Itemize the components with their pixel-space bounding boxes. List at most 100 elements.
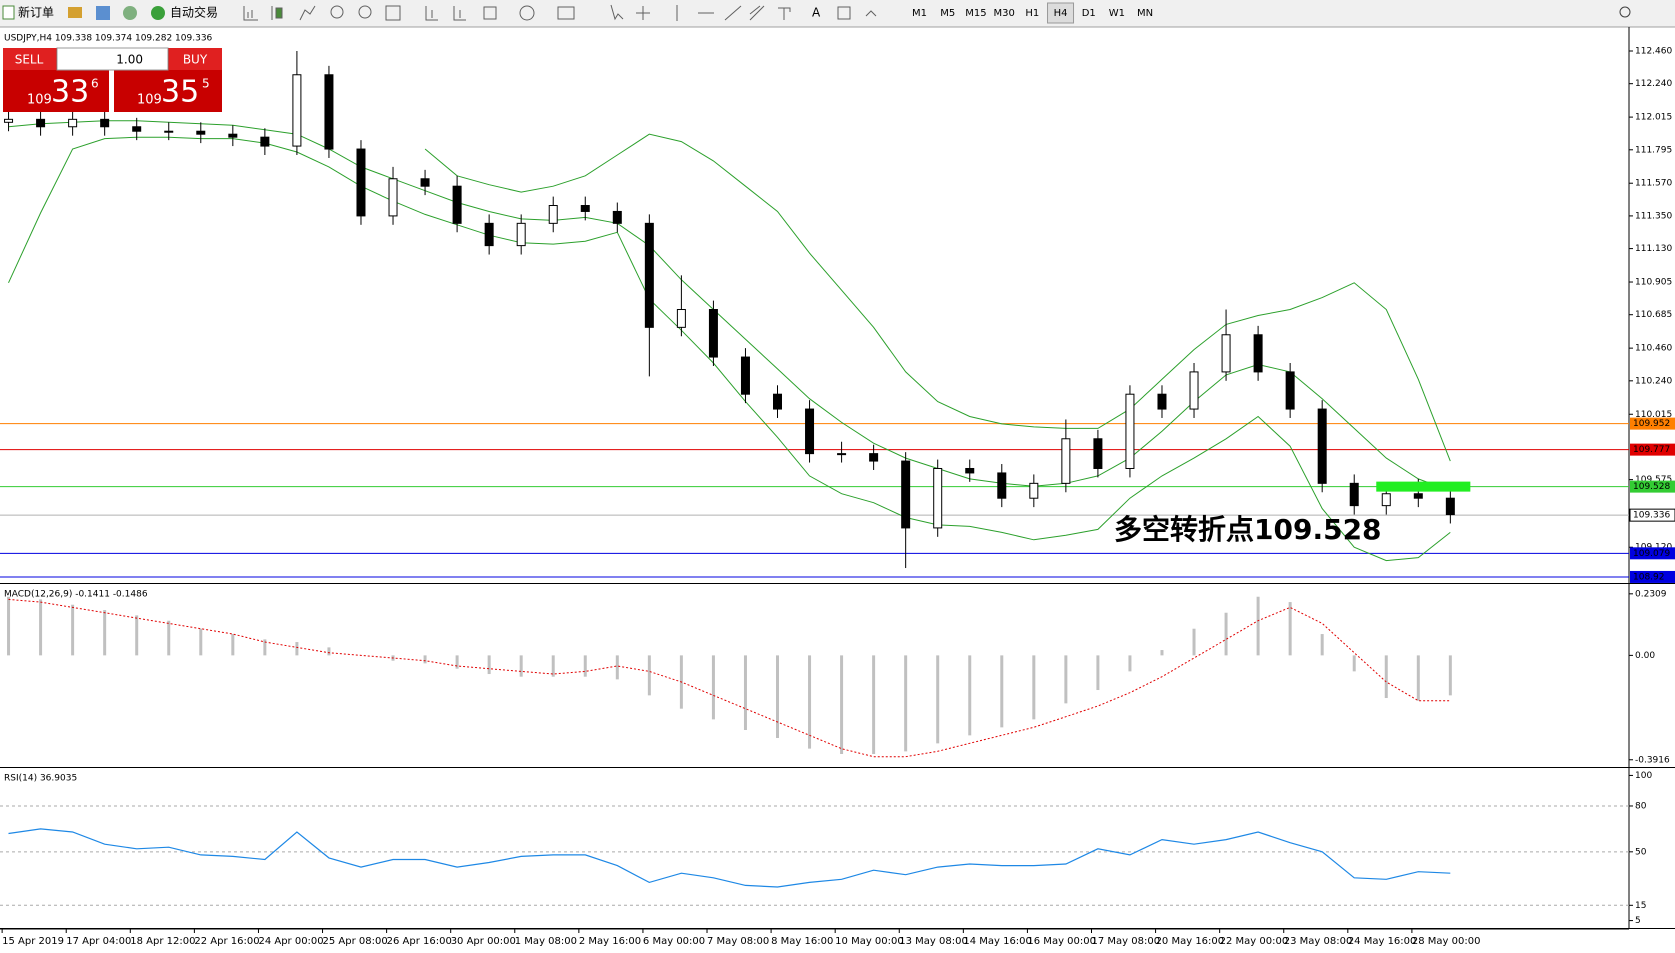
auto-trading[interactable]: 自动交易 [170, 5, 218, 20]
candle-body [292, 74, 302, 147]
period-button[interactable]: M1 [912, 8, 927, 19]
candle-body [324, 74, 334, 150]
candle-body [612, 210, 622, 224]
volume[interactable]: 1.00 [116, 53, 143, 67]
level-tag [1630, 443, 1675, 456]
period-button[interactable]: H4 [1054, 8, 1068, 19]
level-label: 109.079 [1633, 549, 1670, 559]
volume-box[interactable] [56, 47, 169, 71]
period-button[interactable]: D1 [1082, 8, 1096, 19]
period-bar: M1 M5 M15 M30 H1 H4 D1 W1 MN [912, 2, 1153, 24]
candle-body [100, 118, 110, 128]
time-label: 22 May 00:00 [1220, 936, 1289, 947]
y-tick-label: 15 [1635, 901, 1646, 911]
sell-label[interactable]: SELL [15, 53, 44, 67]
buy-main: 35 [161, 75, 199, 110]
time-label: 1 May 08:00 [515, 936, 577, 947]
search-icon[interactable] [1619, 6, 1631, 18]
pane-title: USDJPY,H4 109.338 109.374 109.282 109.33… [4, 34, 213, 44]
buy-button[interactable] [169, 48, 222, 70]
candle-body [1317, 408, 1327, 484]
buy-small: 5 [202, 77, 210, 91]
period-active[interactable] [1047, 2, 1075, 24]
icon[interactable] [123, 6, 137, 20]
toolbar-icons[interactable]: A [243, 4, 877, 21]
candle-body [1061, 438, 1071, 484]
bollinger-band [8, 136, 1451, 562]
level-tag [1630, 547, 1675, 560]
y-tick-label: 111.795 [1635, 145, 1672, 155]
new-order-icon[interactable] [2, 5, 15, 20]
bollinger-band [424, 133, 1451, 462]
candle-body [4, 118, 14, 123]
period-button[interactable]: H1 [1025, 8, 1039, 19]
period-button[interactable]: M15 [965, 8, 986, 19]
period-button[interactable]: M30 [993, 8, 1014, 19]
time-label: 14 May 16:00 [963, 936, 1032, 947]
candle-body [1253, 334, 1263, 373]
candle-body [420, 178, 430, 187]
period-button[interactable]: W1 [1109, 8, 1125, 19]
y-tick-label: 0.00 [1635, 651, 1655, 661]
sell-small: 6 [91, 77, 99, 91]
time-label: 30 Apr 00:00 [451, 936, 516, 947]
y-tick-label: 111.350 [1635, 211, 1672, 221]
pane-title: RSI(14) 36.9035 [4, 774, 77, 784]
candle-body [1189, 371, 1199, 410]
icon[interactable] [96, 6, 110, 20]
time-label: 17 Apr 04:00 [66, 936, 131, 947]
candle-body [644, 222, 654, 328]
y-tick-label: 0.2309 [1635, 589, 1667, 599]
y-tick-label: 112.015 [1635, 113, 1672, 123]
sell-button[interactable] [3, 48, 56, 70]
candle-body [516, 222, 526, 247]
pane-title: MACD(12,26,9) -0.1411 -0.1486 [4, 590, 148, 600]
level-label: 109.952 [1633, 419, 1670, 429]
time-label: 10 May 00:00 [835, 936, 904, 947]
candle-body [740, 356, 750, 395]
level-label: 109.336 [1633, 511, 1670, 521]
candle-body [548, 205, 558, 224]
candle-body [805, 408, 815, 455]
level-label: 109.777 [1633, 445, 1670, 455]
buy-label[interactable]: BUY [183, 53, 208, 67]
buy-big: 109 [137, 93, 162, 108]
period-button[interactable]: M5 [940, 8, 955, 19]
candle-body [68, 118, 78, 128]
icon[interactable] [68, 7, 82, 18]
time-label: 15 Apr 2019 [2, 936, 64, 947]
time-label: 6 May 00:00 [643, 936, 705, 947]
time-label: 28 May 00:00 [1412, 936, 1481, 947]
y-tick-label: 110.460 [1635, 344, 1672, 354]
candle-body [708, 309, 718, 358]
y-tick-label: 80 [1635, 801, 1647, 811]
candle-body [869, 453, 879, 462]
auto-trading-icon[interactable] [151, 6, 165, 20]
time-label: 20 May 16:00 [1156, 936, 1225, 947]
candle-body [1157, 393, 1167, 410]
candle-body [484, 222, 494, 247]
sell-main: 33 [51, 75, 89, 110]
candle-body [164, 130, 174, 133]
signal-line [8, 598, 1451, 758]
candle-body [1125, 393, 1135, 469]
y-tick-label: 112.240 [1635, 79, 1672, 89]
candle-body [901, 460, 911, 529]
candle-body [580, 205, 590, 212]
candle-body [452, 185, 462, 224]
y-tick-label: 110.685 [1635, 310, 1672, 320]
period-button[interactable]: MN [1137, 8, 1153, 19]
candle-body [933, 467, 943, 529]
candle-body [1445, 497, 1455, 516]
time-label: 8 May 16:00 [771, 936, 833, 947]
candle-body [1221, 334, 1231, 373]
candle-body [1349, 482, 1359, 507]
level-label: 108.92 [1633, 572, 1665, 582]
y-tick-label: 100 [1635, 771, 1652, 781]
time-label: 18 Apr 12:00 [130, 936, 195, 947]
candle-body [1093, 438, 1103, 469]
candle-body [1413, 493, 1423, 499]
candle-body [773, 393, 783, 410]
sell-big: 109 [27, 93, 52, 108]
new-order[interactable]: 新订单 [18, 5, 54, 20]
